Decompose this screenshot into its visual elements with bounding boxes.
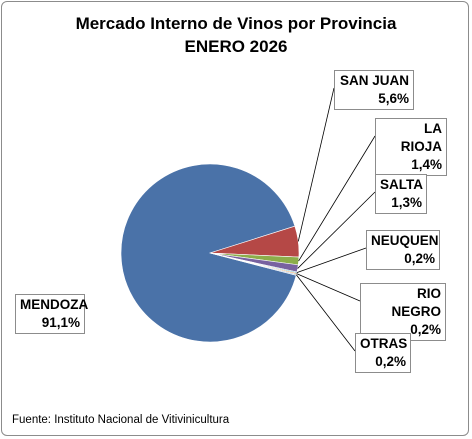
label-san-juan: SAN JUAN 5,6% <box>334 70 414 110</box>
chart-title: Mercado Interno de Vinos por Provincia <box>75 14 397 33</box>
chart-subtitle: ENERO 2026 <box>184 37 288 56</box>
label-mendoza: MENDOZA 91,1% <box>15 294 89 334</box>
label-otras-name: OTRAS <box>360 336 408 351</box>
leader-line-rio-negro <box>296 273 361 302</box>
label-rio-negro-value: 0,2% <box>410 322 441 337</box>
leader-line-otras <box>295 274 356 352</box>
label-la-rioja-value: 1,4% <box>411 157 442 172</box>
pie-slice-otras <box>209 252 297 276</box>
label-salta: SALTA 1,3% <box>375 174 427 214</box>
label-salta-name: SALTA <box>380 177 423 192</box>
label-neuquen-value: 0,2% <box>404 251 435 266</box>
label-mendoza-value: 91,1% <box>41 315 80 330</box>
leader-line-san-juan <box>297 87 335 242</box>
label-mendoza-name: MENDOZA <box>20 297 89 312</box>
label-la-rioja: LA RIOJA 1,4% <box>375 118 447 176</box>
label-san-juan-value: 5,6% <box>378 91 409 106</box>
label-salta-value: 1,3% <box>391 195 422 210</box>
label-otras: OTRAS 0,2% <box>355 333 411 373</box>
label-neuquen-name: NEUQUEN <box>371 233 439 248</box>
label-san-juan-name: SAN JUAN <box>339 73 409 88</box>
label-otras-value: 0,2% <box>375 354 406 369</box>
pie-slice-mendoza <box>120 163 297 343</box>
leader-line-salta <box>297 191 376 269</box>
label-rio-negro: RIO NEGRO 0,2% <box>360 283 446 341</box>
leader-line-neuquen <box>296 247 367 273</box>
source-note: Fuente: Instituto Nacional de Vitivinicu… <box>12 414 230 426</box>
leader-line-la-rioja <box>298 135 376 262</box>
label-la-rioja-name: LA RIOJA <box>400 121 442 154</box>
label-rio-negro-name: RIO NEGRO <box>391 286 441 319</box>
label-neuquen: NEUQUEN 0,2% <box>366 230 440 270</box>
